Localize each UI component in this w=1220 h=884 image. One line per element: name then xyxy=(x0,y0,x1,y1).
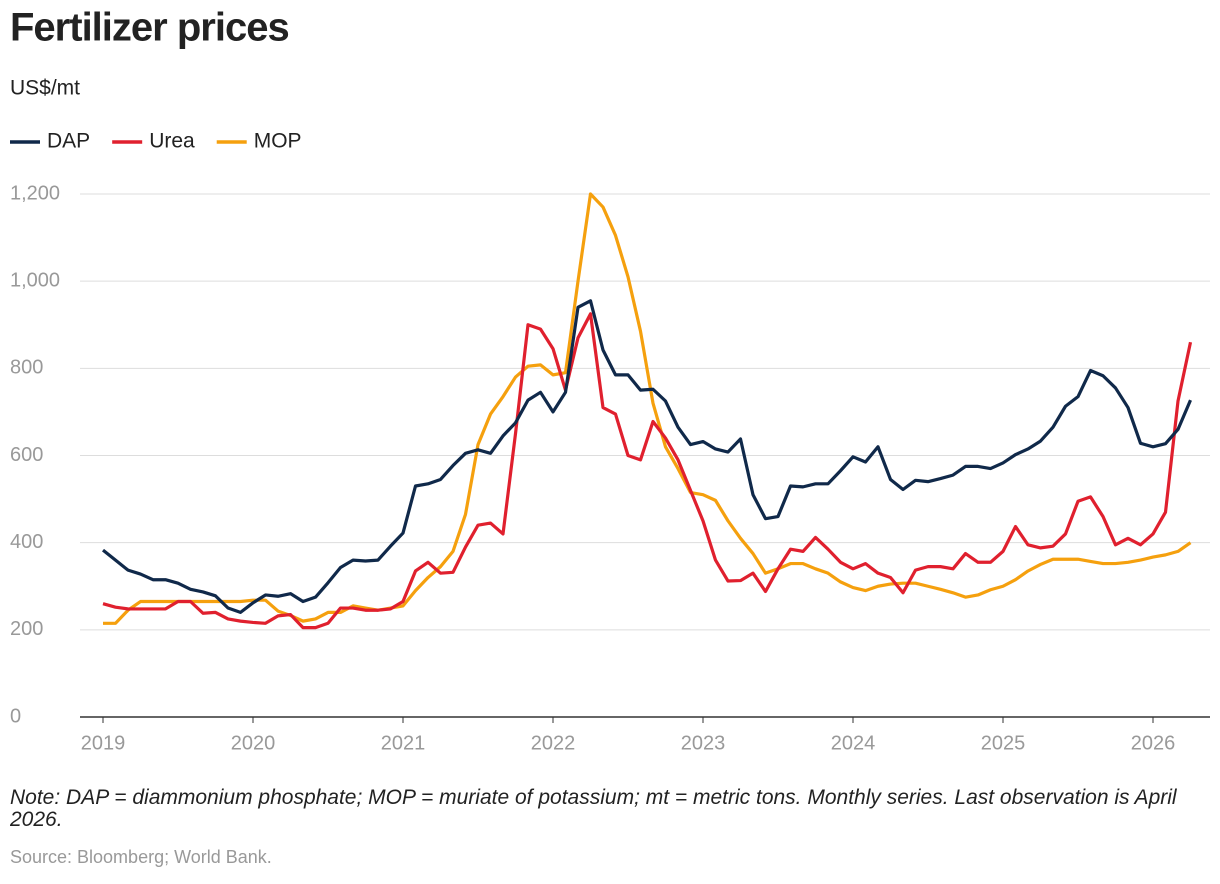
x-tick-label: 2021 xyxy=(381,732,426,754)
y-tick-label: 1,000 xyxy=(10,269,60,291)
note: Note: DAP = diammonium phosphate; MOP = … xyxy=(10,787,1177,831)
y-tick-label: 200 xyxy=(10,618,43,640)
line-series xyxy=(103,192,1192,625)
y-tick-label: 400 xyxy=(10,531,43,553)
line-series xyxy=(102,312,1193,630)
legend-label: DAP xyxy=(47,130,90,153)
legend-label: Urea xyxy=(149,130,195,153)
line-series xyxy=(101,299,1192,614)
y-tick-label: 800 xyxy=(10,357,43,379)
note-box: Note: DAP = diammonium phosphate; MOP = … xyxy=(10,787,1177,831)
source: Source: Bloomberg; World Bank. xyxy=(10,847,272,867)
x-tick-label: 2025 xyxy=(981,732,1026,754)
x-tick-label: 2026 xyxy=(1131,732,1176,754)
y-tick-label: 1,200 xyxy=(10,182,60,204)
legend-label: MOP xyxy=(254,130,302,153)
y-tick-label: 0 xyxy=(10,705,21,727)
x-tick-label: 2023 xyxy=(681,732,726,754)
x-tick-label: 2019 xyxy=(81,732,126,754)
x-tick-label: 2024 xyxy=(831,732,876,754)
y-axis-label: US$/mt xyxy=(10,77,80,100)
x-tick-label: 2022 xyxy=(531,732,576,754)
x-tick-label: 2020 xyxy=(231,732,276,754)
chart-title: Fertilizer prices xyxy=(10,6,289,50)
legend: DAP Urea MOP xyxy=(10,130,302,153)
y-tick-label: 600 xyxy=(10,444,43,466)
